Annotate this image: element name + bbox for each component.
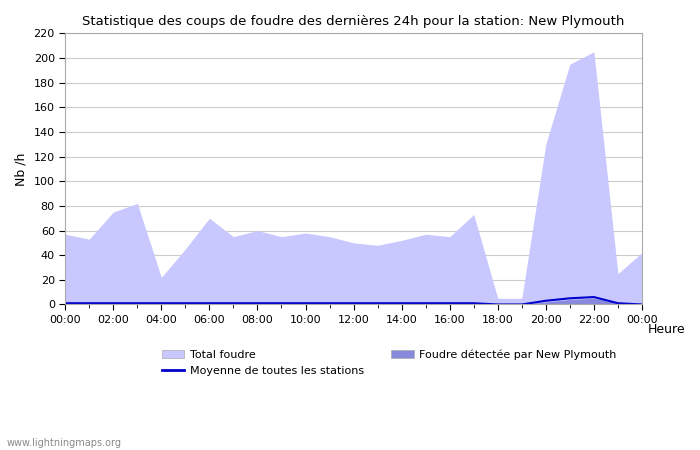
Y-axis label: Nb /h: Nb /h	[15, 152, 28, 185]
Text: www.lightningmaps.org: www.lightningmaps.org	[7, 438, 122, 448]
Legend: Total foudre, Moyenne de toutes les stations, Foudre détectée par New Plymouth: Total foudre, Moyenne de toutes les stat…	[158, 345, 621, 380]
Text: Heure: Heure	[648, 324, 685, 337]
Title: Statistique des coups de foudre des dernières 24h pour la station: New Plymouth: Statistique des coups de foudre des dern…	[83, 15, 625, 28]
